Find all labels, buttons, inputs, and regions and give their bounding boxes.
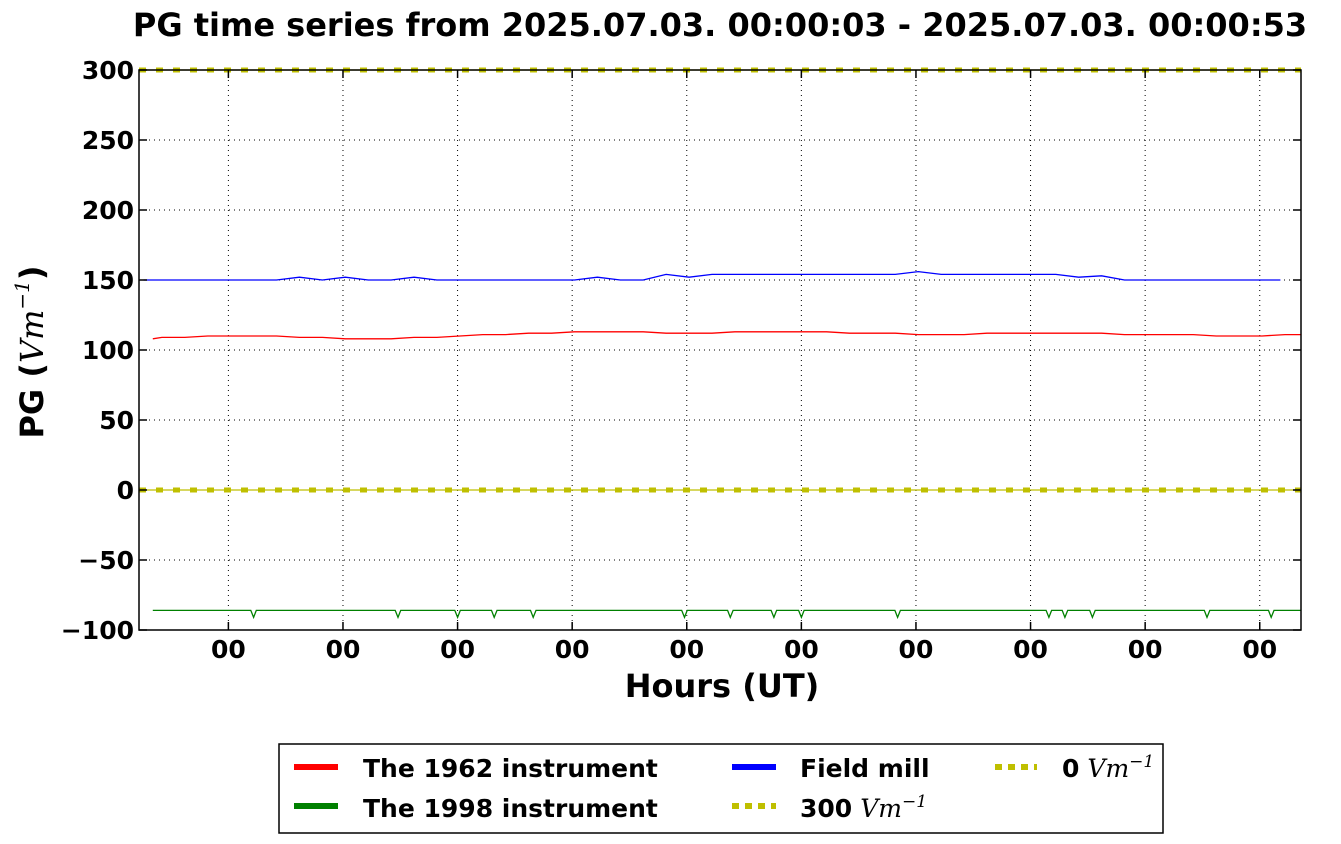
chart-title: PG time series from 2025.07.03. 00:00:03… xyxy=(133,6,1307,44)
legend-label-field-mill: Field mill xyxy=(800,754,930,783)
x-tick-label: 00 xyxy=(1242,635,1277,664)
legend-label-300-line: 300 Vm−1 xyxy=(800,792,927,823)
data-series xyxy=(143,270,1301,620)
series-1-line xyxy=(152,609,1301,620)
y-axis-label-exponent: −1 xyxy=(10,280,34,309)
x-tick-label: 00 xyxy=(899,635,934,664)
legend-label-1998-instrument: The 1998 instrument xyxy=(363,794,658,823)
legend-label-0-exponent: −1 xyxy=(1129,752,1154,772)
y-tick-label: 300 xyxy=(82,56,134,85)
y-axis-label-prefix: PG ( xyxy=(13,363,51,438)
legend-label-0-unit: Vm xyxy=(1087,754,1129,783)
y-tick-label: 0 xyxy=(117,476,134,505)
x-tick-label: 00 xyxy=(555,635,590,664)
y-axis-label: PG (Vm−1) xyxy=(10,265,51,438)
y-tick-label: 250 xyxy=(82,126,134,155)
y-tick-label: −100 xyxy=(61,616,134,645)
legend-label-300-unit: Vm xyxy=(860,794,902,823)
x-tick-label: 00 xyxy=(669,635,704,664)
grid-lines xyxy=(139,70,1301,630)
axis-ticks xyxy=(139,69,1301,631)
y-tick-label: 200 xyxy=(82,196,134,225)
y-axis-label-unit: Vm xyxy=(13,310,51,363)
y-tick-labels: 300 250 200 150 100 50 0 −50 −100 xyxy=(61,56,134,645)
x-tick-label: 00 xyxy=(1128,635,1163,664)
legend-label-0-line: 0 Vm−1 xyxy=(1062,752,1154,783)
x-axis-label: Hours (UT) xyxy=(625,667,820,705)
legend-label-1962-instrument: The 1962 instrument xyxy=(363,754,658,783)
legend-frame xyxy=(278,743,1164,834)
series-0-line xyxy=(152,331,1301,340)
y-tick-label: 100 xyxy=(82,336,134,365)
x-tick-label: 00 xyxy=(211,635,246,664)
legend-label-0-value: 0 xyxy=(1062,754,1079,783)
y-axis-label-suffix: ) xyxy=(13,265,51,280)
legend-label-300-value: 300 xyxy=(800,794,852,823)
legend: The 1962 instrument The 1998 instrument … xyxy=(278,743,1164,834)
x-tick-label: 00 xyxy=(440,635,475,664)
x-tick-label: 00 xyxy=(784,635,819,664)
series-2-line xyxy=(143,270,1281,281)
y-tick-label: 150 xyxy=(82,266,134,295)
y-tick-label: 50 xyxy=(99,406,134,435)
legend-label-300-exponent: −1 xyxy=(902,792,927,812)
y-tick-label: −50 xyxy=(78,546,134,575)
x-tick-labels: 00 00 00 00 00 00 00 00 00 00 xyxy=(211,635,1277,664)
x-tick-label: 00 xyxy=(1013,635,1048,664)
x-tick-label: 00 xyxy=(326,635,361,664)
